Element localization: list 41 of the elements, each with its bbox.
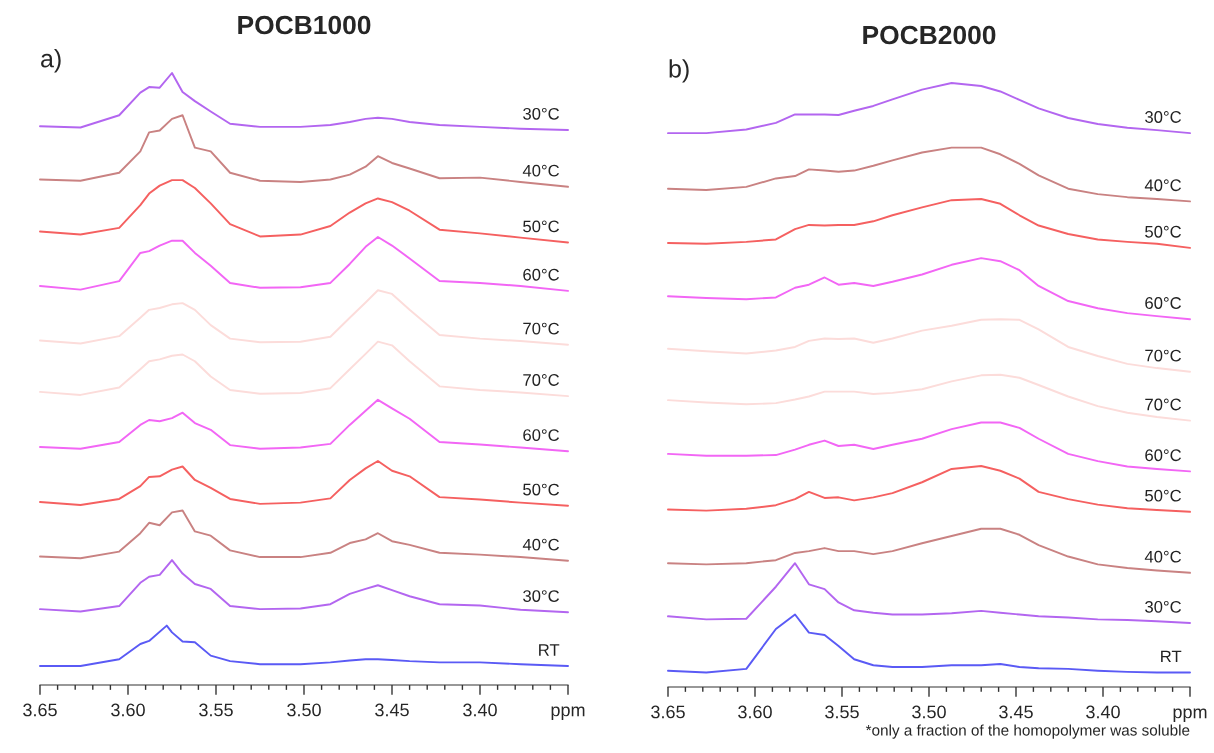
text: b) [669, 59, 689, 83]
series-label: RT [539, 644, 560, 656]
x-tick-label: 3.40 [1086, 705, 1120, 719]
series-label: 60°C [1145, 449, 1182, 462]
text: *only a fraction of the homopolymer was soluble [865, 724, 1190, 739]
series-label: 40°C [522, 538, 560, 551]
x-tick-label: 3.60 [738, 705, 772, 719]
x-tick-label: ppm [551, 706, 585, 720]
x-tick-label: 3.55 [199, 703, 233, 717]
x-tick-label: ppm [1173, 708, 1207, 722]
series-label: 50°C [1145, 225, 1182, 238]
x-tick-label: 3.45 [999, 705, 1033, 719]
series-label: 70°C [523, 374, 560, 386]
series-label: 50°C [523, 483, 560, 496]
series-label: 60°C [523, 429, 560, 441]
series-label: 70°C [523, 322, 560, 335]
chart-title: POCB1000 [238, 15, 371, 35]
series-label: 30°C [523, 590, 560, 602]
series-label: 70°C [1145, 349, 1182, 362]
x-tick-label: 3.50 [287, 703, 321, 717]
x-tick-label: 3.55 [825, 705, 859, 719]
text: a) [41, 49, 61, 73]
x-tick-label: 3.65 [651, 705, 685, 719]
series-label: 40°C [1144, 550, 1182, 563]
series-label: 60°C [1145, 297, 1182, 309]
x-tick-label: 3.65 [23, 703, 57, 717]
series-label: 30°C [1145, 600, 1182, 613]
x-tick-label: 3.60 [111, 703, 145, 717]
x-tick-label: 3.45 [375, 703, 409, 717]
series-label: 50°C [1145, 489, 1182, 502]
series-label: 50°C [523, 220, 560, 233]
series-label: 60°C [523, 268, 560, 281]
series-label: 30°C [523, 107, 560, 120]
series-label: 70°C [1145, 398, 1182, 411]
series-label: 40°C [1144, 179, 1182, 192]
series-label: RT [1161, 650, 1182, 663]
series-label: 30°C [1145, 111, 1182, 123]
chart-title: POCB2000 [863, 25, 996, 45]
series-label: 40°C [522, 164, 560, 177]
x-tick-label: 3.40 [463, 703, 497, 717]
x-tick-label: 3.50 [912, 705, 946, 719]
